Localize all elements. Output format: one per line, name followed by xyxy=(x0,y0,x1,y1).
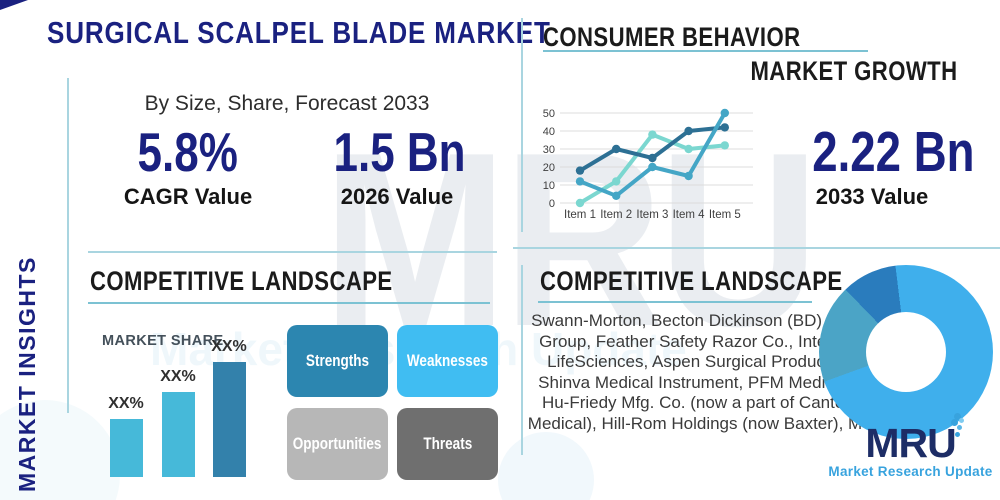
divider-vertical-left xyxy=(67,78,69,413)
y-axis-tick-label: 0 xyxy=(549,198,555,210)
swot-threats-label: Threats xyxy=(423,434,472,453)
swot-weaknesses-box: Weaknesses xyxy=(397,325,498,397)
x-axis-tick-label: Item 5 xyxy=(709,209,741,221)
corner-accent-triangle xyxy=(0,0,28,10)
x-axis-tick-label: Item 1 xyxy=(564,209,596,221)
divider-vertical-top-center xyxy=(521,18,523,232)
market-insights-side-label: MARKET INSIGHTS xyxy=(14,256,40,492)
stat-cagr: 5.8% CAGR Value xyxy=(108,121,268,210)
competitive-landscape-left-underline xyxy=(88,302,490,304)
data-point xyxy=(648,130,657,139)
swot-opportunities-box: Opportunities xyxy=(287,408,388,480)
market-share-bar xyxy=(213,362,246,477)
market-share-chart-title: MARKET SHARE xyxy=(102,333,224,349)
swot-grid: Strengths Weaknesses Opportunities Threa… xyxy=(287,325,498,480)
data-point xyxy=(575,198,585,208)
competitive-landscape-right-underline xyxy=(538,301,812,303)
data-point xyxy=(575,177,585,186)
stat-2033-label: 2033 Value xyxy=(815,184,929,209)
swot-strengths-label: Strengths xyxy=(305,351,370,370)
data-point xyxy=(648,153,657,163)
y-axis-tick-label: 50 xyxy=(543,108,555,120)
market-share-donut-chart xyxy=(819,265,993,439)
data-point xyxy=(720,123,729,132)
swot-threats-box: Threats xyxy=(397,408,498,480)
data-point xyxy=(612,144,621,154)
page-title: SURGICAL SCALPEL BLADE MARKET xyxy=(47,15,551,50)
consumer-behavior-line-chart: 0 10 20 30 40 50 Item 1 Item 2 Item 3 Item 4 Item … xyxy=(543,108,753,221)
data-point xyxy=(648,162,657,172)
mru-logo: MRU Market Research Update xyxy=(828,422,993,479)
y-axis-tick-label: 10 xyxy=(543,180,555,192)
data-point xyxy=(612,177,621,186)
watermark-circle xyxy=(498,432,594,500)
droplet-dots-icon xyxy=(954,432,960,437)
competitive-landscape-right-heading: COMPETITIVE LANDSCAPE xyxy=(540,266,843,296)
mru-logo-tagline: Market Research Update xyxy=(828,464,993,479)
y-axis-tick-label: 40 xyxy=(543,126,555,138)
y-axis-tick-label: 20 xyxy=(543,162,555,174)
competitive-landscape-left-heading: COMPETITIVE LANDSCAPE xyxy=(90,266,393,296)
bar-value-label: XX% xyxy=(211,338,247,355)
x-axis-tick-label: Item 4 xyxy=(673,209,706,221)
mru-logo-wordmark: MRU xyxy=(865,420,960,466)
donut-hole xyxy=(866,312,946,392)
stat-2026-value: 1.5 Bn xyxy=(333,121,466,183)
swot-opportunities-label: Opportunities xyxy=(293,434,382,453)
stat-2033-value: 2.22 Bn xyxy=(812,120,975,184)
data-point xyxy=(720,141,729,150)
stat-2033: 2.22 Bn 2033 Value xyxy=(792,124,974,210)
report-subtitle: By Size, Share, Forecast 2033 xyxy=(144,92,430,115)
divider-horizontal-left xyxy=(88,251,497,253)
data-point xyxy=(684,171,693,181)
stat-cagr-value: 5.8% xyxy=(137,121,239,183)
consumer-behavior-heading: CONSUMER BEHAVIOR xyxy=(543,22,801,52)
companies-paragraph: Swann-Morton, Becton Dickinson (BD), KAI… xyxy=(527,311,863,433)
x-axis-tick-label: Item 2 xyxy=(600,209,632,221)
stat-cagr-label: CAGR Value xyxy=(123,184,253,209)
data-point xyxy=(720,108,729,118)
stat-2026: 1.5 Bn 2026 Value xyxy=(317,121,477,210)
data-point xyxy=(612,191,621,200)
x-axis-tick-label: Item 3 xyxy=(636,209,668,221)
divider-horizontal-right xyxy=(513,247,1000,249)
stat-2026-label: 2026 Value xyxy=(340,184,454,209)
market-share-bar xyxy=(110,419,143,477)
market-share-bar xyxy=(162,392,195,477)
mru-logo-text: MRU xyxy=(865,420,956,466)
swot-strengths-box: Strengths xyxy=(287,325,388,397)
swot-weaknesses-label: Weaknesses xyxy=(406,351,489,370)
bar-value-label: XX% xyxy=(108,395,144,412)
data-point xyxy=(684,126,693,136)
market-growth-heading: MARKET GROWTH xyxy=(749,56,957,86)
data-point xyxy=(684,144,693,154)
data-point xyxy=(575,166,585,175)
bar-value-label: XX% xyxy=(160,368,196,385)
y-axis-tick-label: 30 xyxy=(543,144,555,156)
consumer-behavior-underline xyxy=(543,50,868,52)
divider-vertical-bottom-center xyxy=(521,265,523,455)
